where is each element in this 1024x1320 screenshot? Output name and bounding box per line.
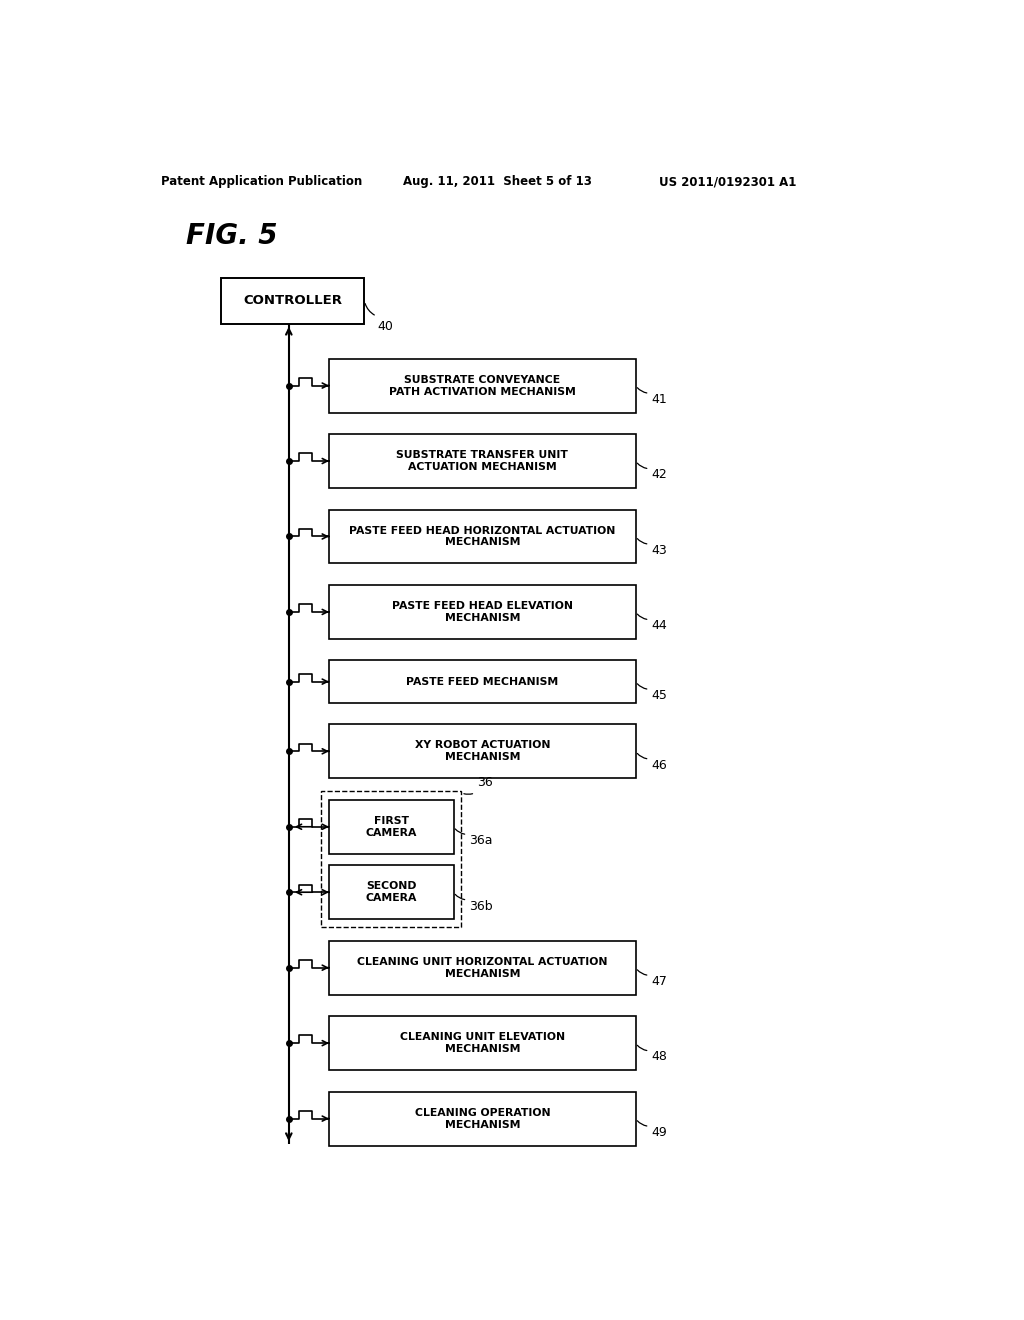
Text: 47: 47 — [651, 975, 667, 989]
Text: 45: 45 — [651, 689, 667, 702]
Bar — [329, 1016, 636, 1071]
Text: FIG. 5: FIG. 5 — [186, 222, 278, 249]
Text: MECHANISM: MECHANISM — [444, 537, 520, 548]
Bar — [329, 434, 636, 488]
Text: PATH ACTIVATION MECHANISM: PATH ACTIVATION MECHANISM — [389, 387, 575, 396]
Text: SUBSTRATE TRANSFER UNIT: SUBSTRATE TRANSFER UNIT — [396, 450, 568, 461]
Bar — [329, 800, 454, 854]
Text: 36: 36 — [477, 776, 493, 789]
Text: 41: 41 — [651, 393, 667, 407]
Text: CAMERA: CAMERA — [366, 828, 417, 838]
Text: ACTUATION MECHANISM: ACTUATION MECHANISM — [408, 462, 557, 473]
Text: CAMERA: CAMERA — [366, 894, 417, 903]
Text: 36b: 36b — [469, 899, 493, 912]
Text: MECHANISM: MECHANISM — [444, 969, 520, 978]
Text: SECOND: SECOND — [366, 882, 417, 891]
Bar — [329, 725, 636, 779]
Text: 40: 40 — [378, 321, 393, 333]
Text: MECHANISM: MECHANISM — [444, 612, 520, 623]
Text: 48: 48 — [651, 1051, 667, 1064]
Text: 44: 44 — [651, 619, 667, 632]
Bar — [329, 1092, 636, 1146]
Text: 43: 43 — [651, 544, 667, 557]
Text: CLEANING UNIT ELEVATION: CLEANING UNIT ELEVATION — [399, 1032, 565, 1043]
Text: 42: 42 — [651, 469, 667, 482]
Text: PASTE FEED HEAD ELEVATION: PASTE FEED HEAD ELEVATION — [392, 601, 572, 611]
Text: PASTE FEED HEAD HORIZONTAL ACTUATION: PASTE FEED HEAD HORIZONTAL ACTUATION — [349, 525, 615, 536]
Text: PASTE FEED MECHANISM: PASTE FEED MECHANISM — [407, 677, 558, 686]
Text: 46: 46 — [651, 759, 667, 772]
Text: CONTROLLER: CONTROLLER — [243, 294, 342, 308]
Bar — [329, 585, 636, 639]
Text: Patent Application Publication: Patent Application Publication — [161, 176, 361, 189]
Bar — [329, 359, 636, 412]
Text: Aug. 11, 2011  Sheet 5 of 13: Aug. 11, 2011 Sheet 5 of 13 — [403, 176, 592, 189]
Text: US 2011/0192301 A1: US 2011/0192301 A1 — [658, 176, 797, 189]
Text: XY ROBOT ACTUATION: XY ROBOT ACTUATION — [415, 741, 550, 750]
Text: CLEANING UNIT HORIZONTAL ACTUATION: CLEANING UNIT HORIZONTAL ACTUATION — [357, 957, 607, 966]
Text: CLEANING OPERATION: CLEANING OPERATION — [415, 1107, 550, 1118]
Bar — [221, 277, 365, 323]
Bar — [329, 510, 636, 564]
Text: 36a: 36a — [469, 834, 493, 847]
Bar — [329, 941, 636, 995]
Text: MECHANISM: MECHANISM — [444, 752, 520, 762]
Text: MECHANISM: MECHANISM — [444, 1044, 520, 1055]
Bar — [329, 866, 454, 919]
Bar — [329, 660, 636, 702]
Bar — [322, 791, 461, 927]
Text: FIRST: FIRST — [374, 816, 409, 826]
Text: 49: 49 — [651, 1126, 667, 1139]
Text: SUBSTRATE CONVEYANCE: SUBSTRATE CONVEYANCE — [404, 375, 560, 384]
Text: MECHANISM: MECHANISM — [444, 1119, 520, 1130]
